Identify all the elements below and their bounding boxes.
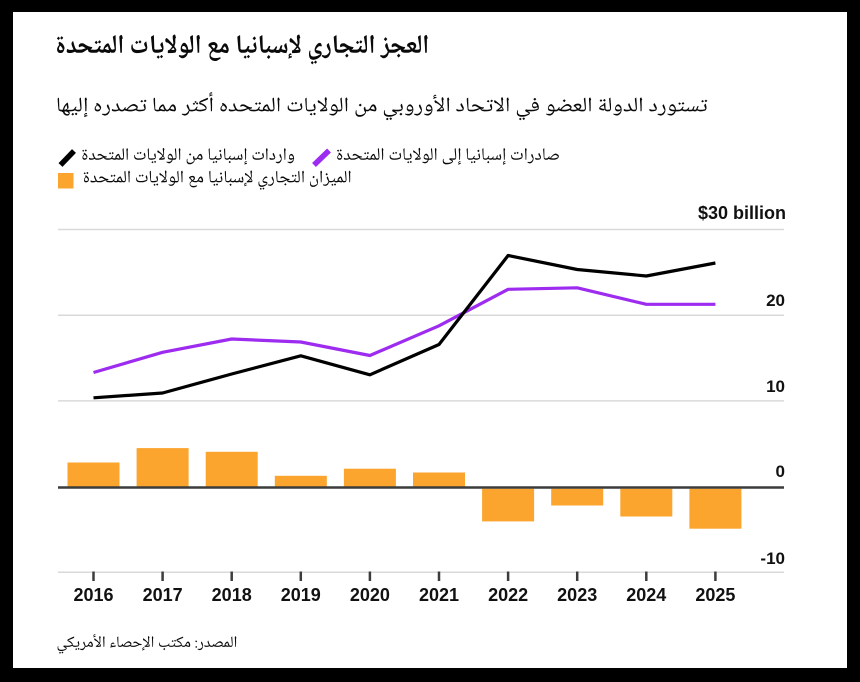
svg-text:2025: 2025 [695,585,735,605]
svg-text:2023: 2023 [557,585,597,605]
svg-text:2022: 2022 [488,585,528,605]
svg-text:2017: 2017 [143,585,183,605]
svg-text:20: 20 [766,291,785,310]
svg-text:2024: 2024 [626,585,666,605]
svg-text:$30 billion: $30 billion [698,203,786,223]
svg-text:2019: 2019 [281,585,321,605]
svg-text:0: 0 [776,462,785,481]
svg-text:-10: -10 [760,549,785,568]
svg-text:10: 10 [766,377,785,396]
svg-text:2018: 2018 [212,585,252,605]
svg-text:2016: 2016 [73,585,113,605]
svg-text:2020: 2020 [350,585,390,605]
svg-text:2021: 2021 [419,585,459,605]
